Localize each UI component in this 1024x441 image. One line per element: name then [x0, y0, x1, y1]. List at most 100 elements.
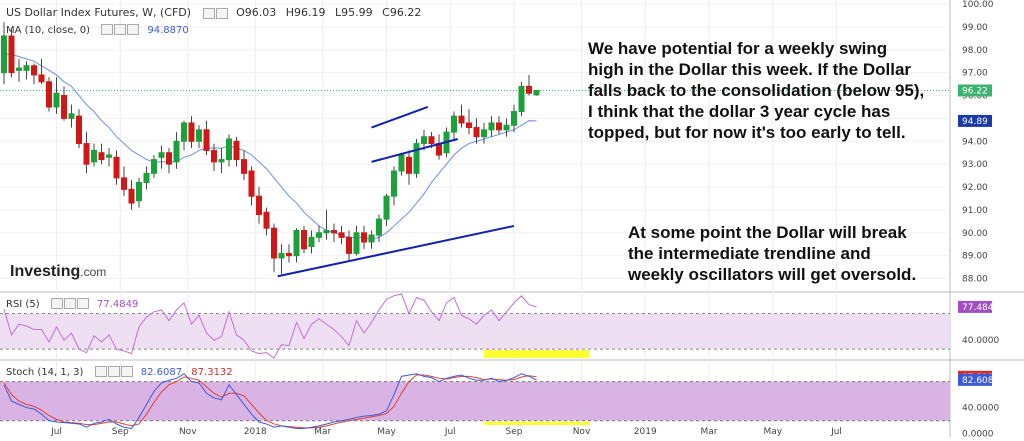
stoch-k-value: 82.6087: [140, 366, 183, 378]
ma-price-tag-bg: [958, 114, 992, 127]
x-tick-label: Sep: [506, 427, 523, 437]
ohlc-low: L95.99: [335, 6, 373, 19]
y-tick-label: 97.00: [962, 69, 988, 79]
settings-icon[interactable]: [63, 298, 76, 309]
y-tick-label: 94.00: [962, 137, 988, 147]
y-tick-label: 91.00: [962, 206, 988, 216]
x-tick-label: 2018: [244, 427, 267, 437]
candle-up: [413, 143, 420, 174]
candle-up: [218, 159, 225, 163]
rsi-value-tag: 77.4849: [962, 303, 999, 313]
ohlc-low-key: L: [335, 6, 342, 19]
stoch-k-tag-bg: [958, 373, 992, 386]
y-tick-label: 93.00: [962, 160, 988, 170]
candle-down: [203, 129, 210, 151]
candle-up: [196, 129, 202, 142]
ma-line: [4, 53, 537, 241]
candle-down: [346, 236, 352, 254]
candle-down: [301, 230, 307, 250]
candle-up: [278, 252, 285, 259]
rsi-value: 77.4849: [96, 298, 139, 310]
candle-up: [451, 115, 457, 133]
stoch-k-tag: 82.6087: [962, 376, 999, 386]
ohlc-high: H96.19: [286, 6, 326, 19]
ohlc-close: C96.22: [382, 6, 421, 19]
candle-up: [53, 92, 60, 108]
candle-down: [241, 159, 247, 174]
x-tick-label: Jul: [50, 427, 62, 437]
candle-down: [233, 140, 240, 161]
candle-down: [211, 149, 217, 163]
candle-up: [481, 129, 487, 138]
candle-down: [496, 122, 502, 131]
settings-icon[interactable]: [202, 8, 215, 19]
candle-up: [376, 218, 382, 236]
x-tick-label: Mar: [701, 427, 718, 437]
candle-up: [391, 170, 397, 197]
eye-icon[interactable]: [94, 366, 107, 377]
rsi-y-tick: 40.0000: [962, 336, 999, 346]
instrument-title[interactable]: US Dollar Index Futures, W, (CFD): [6, 6, 192, 19]
candle-down: [473, 127, 480, 138]
settings-icon[interactable]: [114, 24, 127, 35]
trendline: [277, 224, 515, 278]
candle-up: [293, 230, 300, 257]
logo-main: Investing: [10, 263, 81, 280]
candle-down: [263, 211, 270, 229]
candle-down: [38, 74, 45, 83]
candle-up: [353, 232, 360, 254]
close-icon[interactable]: [127, 24, 140, 35]
candle-up: [91, 149, 97, 163]
ma-label[interactable]: MA (10, close, 0): [6, 24, 91, 36]
candle-down: [61, 95, 67, 119]
trendline: [371, 106, 429, 129]
candle-down: [331, 230, 337, 234]
candle-down: [458, 115, 465, 124]
ohlc-high-key: H: [285, 6, 295, 19]
hide-icon[interactable]: [215, 8, 228, 19]
stoch-label[interactable]: Stoch (14, 1, 3): [6, 366, 84, 378]
candle-down: [466, 122, 472, 129]
x-tick-label: Nov: [179, 427, 197, 437]
y-tick-label: 98.00: [962, 46, 988, 56]
candle-down: [256, 195, 262, 215]
candle-down: [121, 177, 127, 190]
candle-up: [158, 152, 165, 158]
candle-down: [98, 152, 105, 161]
candle-up: [421, 136, 427, 145]
rsi-value-tag-bg: [958, 300, 992, 313]
last-price-tag-bg: [958, 84, 992, 97]
rsi-header: RSI (5) 77.4849: [6, 298, 138, 310]
candle-down: [526, 85, 532, 94]
eye-icon[interactable]: [101, 24, 114, 35]
x-tick-label: May: [377, 427, 396, 437]
settings-icon[interactable]: [107, 366, 120, 377]
candle-up: [226, 138, 232, 161]
candle-up: [308, 236, 315, 248]
ma-header: MA (10, close, 0) 94.8870: [6, 24, 189, 36]
x-tick-label: Mar: [314, 427, 331, 437]
candle-down: [46, 81, 52, 108]
candle-down: [83, 143, 90, 165]
candle-up: [181, 122, 187, 142]
rsi-label[interactable]: RSI (5): [6, 298, 40, 310]
y-tick-label: 99.00: [962, 23, 988, 33]
close-icon[interactable]: [120, 366, 133, 377]
candle-up: [1, 35, 7, 74]
close-icon[interactable]: [76, 298, 89, 309]
eye-icon[interactable]: [50, 298, 63, 309]
stoch-k-line: [3, 373, 537, 430]
ohlc-open-key: O: [236, 6, 245, 19]
candle-up: [511, 111, 517, 126]
candle-up: [323, 230, 330, 234]
candle-down: [361, 232, 367, 243]
rsi-line: [3, 293, 537, 359]
ohlc-high-value: 96.19: [294, 6, 326, 19]
stoch-y-tick-40: 40.0000: [962, 404, 999, 414]
candle-up: [316, 232, 322, 238]
candle-up: [533, 89, 540, 96]
investing-logo: Investing.com: [10, 263, 106, 281]
y-tick-label: 88.00: [962, 275, 988, 285]
